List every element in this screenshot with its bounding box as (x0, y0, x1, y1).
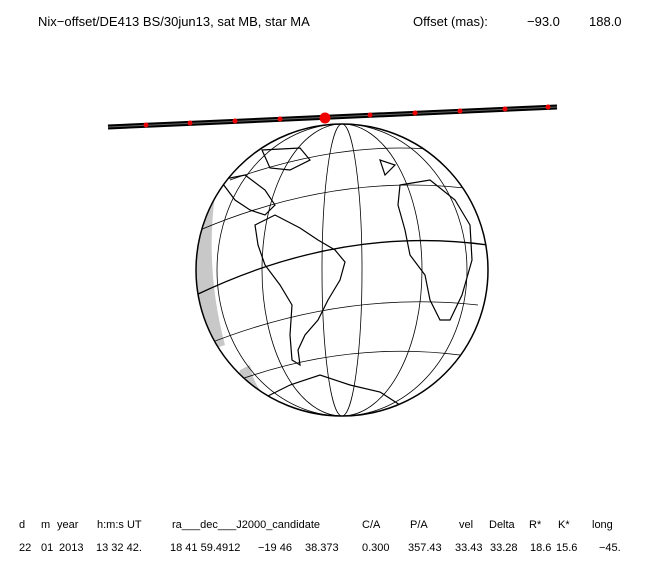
cell: 22 (19, 542, 31, 554)
cell: 13 32 42. (96, 542, 142, 554)
column-header: d (19, 519, 25, 531)
column-header: K* (558, 519, 570, 531)
title: Nix−offset/DE413 BS/30jun13, sat MB, sta… (38, 14, 310, 29)
column-header: C/A (362, 519, 381, 531)
results-table: d m year h:m:s UT ra___dec___J2000_candi… (19, 519, 621, 554)
offset-label: Offset (mas): (413, 14, 488, 29)
column-header: h:m:s UT (97, 519, 142, 531)
cell: −19 46 (258, 542, 292, 554)
column-header: Delta (489, 519, 516, 531)
cell: 15.6 (556, 542, 577, 554)
offset-y: 188.0 (589, 14, 622, 29)
cell: 33.43 (455, 542, 483, 554)
cell: 38.373 (305, 542, 339, 554)
column-header: ra___dec___J2000_candidate (172, 519, 320, 531)
cell: 18.6 (530, 542, 551, 554)
cell: 33.28 (490, 542, 518, 554)
cell: 18 41 59.4912 (170, 542, 240, 554)
column-header: vel (459, 519, 473, 531)
cell: 357.43 (408, 542, 442, 554)
column-header: m (41, 519, 50, 531)
column-header: long (592, 519, 613, 531)
cell: 01 (41, 542, 53, 554)
shadow-track (107, 104, 558, 130)
column-header: year (57, 519, 79, 531)
cell: 2013 (59, 542, 83, 554)
cell: 0.300 (362, 542, 390, 554)
column-header: P/A (410, 519, 428, 531)
globe (195, 123, 489, 417)
cell: −45. (599, 542, 621, 554)
offset-x: −93.0 (527, 14, 560, 29)
column-header: R* (529, 519, 542, 531)
